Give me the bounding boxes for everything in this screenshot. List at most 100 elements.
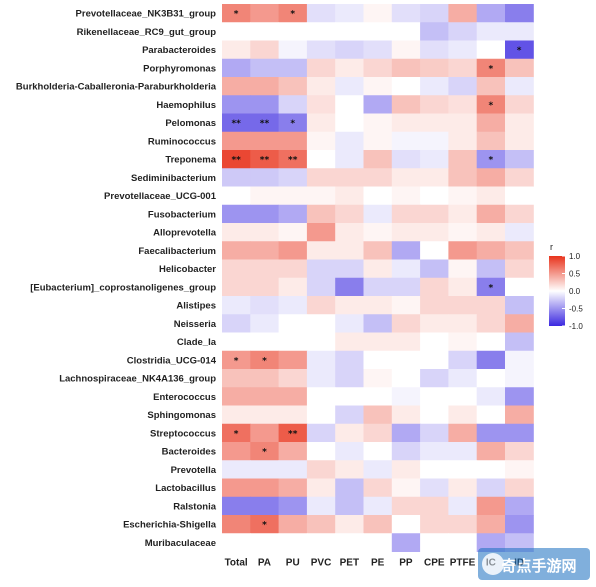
heatmap-cell — [278, 22, 308, 41]
heatmap-cell — [250, 168, 280, 187]
heatmap-cell — [505, 168, 534, 187]
heatmap-cell — [363, 460, 393, 479]
heatmap-cell — [420, 442, 449, 461]
row-labels: Prevotellaceae_NK3B31_group Rikenellaceae… — [16, 9, 217, 549]
heatmap-cell — [306, 186, 336, 206]
legend-colorbar — [549, 256, 565, 326]
heatmap-cell — [476, 223, 506, 242]
heatmap-cell — [363, 113, 393, 133]
row-label: Faecalibacterium — [138, 246, 216, 257]
heatmap-cell — [222, 241, 251, 260]
heatmap-cell — [335, 40, 364, 60]
heatmap-cell — [420, 77, 449, 96]
row-label: Escherichia-Shigella — [123, 520, 217, 531]
row-label: Alistipes — [176, 301, 216, 312]
heatmap-cell — [306, 241, 336, 260]
row-label: Streptococcus — [150, 428, 216, 439]
heatmap-cell — [448, 22, 478, 41]
heatmap-cell — [420, 259, 449, 279]
heatmap-cell — [448, 314, 478, 333]
heatmap-cell — [222, 40, 251, 60]
row-label: Prevotellaceae_UCG-001 — [104, 191, 217, 202]
row-label: Treponema — [165, 155, 216, 166]
heatmap-cell — [363, 314, 393, 333]
heatmap-cell — [476, 277, 506, 297]
heatmap-cell — [448, 332, 478, 352]
significance-mark: * — [262, 521, 267, 531]
heatmap-cell — [278, 259, 308, 279]
heatmap-cell — [363, 4, 393, 23]
heatmap-cell — [278, 314, 308, 333]
heatmap-cell — [222, 515, 251, 534]
heatmap-cell — [306, 204, 336, 224]
row-label: Fusobacterium — [148, 209, 216, 220]
heatmap-cell — [278, 150, 308, 169]
heatmap-cell — [278, 223, 308, 242]
heatmap-cell — [222, 460, 251, 479]
heatmap-cell — [335, 533, 364, 552]
heatmap-cell — [222, 496, 251, 516]
heatmap-cell — [306, 95, 336, 114]
heatmap-cell — [250, 478, 280, 498]
heatmap-cell — [448, 204, 478, 224]
row-label: Lachnospiraceae_NK4A136_group — [59, 374, 216, 385]
significance-mark: * — [262, 448, 267, 458]
heatmap-cell — [250, 423, 280, 443]
heatmap-cell — [278, 533, 308, 552]
heatmap-cell — [250, 223, 280, 242]
heatmap-cell — [391, 405, 421, 425]
heatmap-cell — [476, 478, 506, 498]
heatmap-cell — [335, 223, 364, 242]
heatmap-cell — [476, 296, 506, 315]
heatmap-cell — [250, 58, 280, 78]
heatmap-cell — [505, 277, 534, 297]
heatmap-cell — [448, 533, 478, 552]
heatmap-cell — [448, 4, 478, 23]
heatmap-cell — [363, 186, 393, 206]
heatmap-cell — [335, 277, 364, 297]
heatmap-cell — [391, 241, 421, 260]
heatmap-cell — [420, 168, 449, 187]
heatmap-cell — [448, 478, 478, 498]
heatmap-cell — [222, 387, 251, 406]
significance-mark: ** — [260, 156, 270, 166]
heatmap-cell — [448, 58, 478, 78]
significance-mark: * — [262, 356, 267, 366]
heatmap-cell — [420, 58, 449, 78]
heatmap-cell — [476, 314, 506, 333]
heatmap-cell — [476, 460, 506, 479]
heatmap-cell — [278, 58, 308, 78]
heatmap-cell — [306, 314, 336, 333]
heatmap-cell — [222, 113, 251, 133]
heatmap-cell — [363, 515, 393, 534]
heatmap-cell — [306, 423, 336, 443]
heatmap-cell — [363, 387, 393, 406]
heatmap-cell — [448, 113, 478, 133]
heatmap-cell — [250, 204, 280, 224]
heatmap-cell — [420, 223, 449, 242]
heatmap-cell — [250, 369, 280, 388]
heatmap-cell — [420, 241, 449, 260]
heatmap-cell — [335, 515, 364, 534]
heatmap-cell — [448, 150, 478, 169]
significance-marks: * ****** ** *** ** ** *** ** **** — [231, 10, 521, 531]
row-label: Prevotella — [171, 465, 217, 476]
heatmap-cell — [476, 77, 506, 96]
heatmap-cell — [335, 150, 364, 169]
heatmap-cell — [222, 259, 251, 279]
heatmap-cell — [250, 296, 280, 315]
heatmap-cell — [222, 442, 251, 461]
heatmap-cell — [306, 460, 336, 479]
heatmap-cell — [505, 460, 534, 479]
heatmap-cell — [476, 241, 506, 260]
heatmap-cell — [505, 515, 534, 534]
row-label: Burkholderia-Caballeronia-Paraburkholder… — [16, 82, 217, 93]
heatmap-cell — [420, 204, 449, 224]
heatmap-cell — [306, 113, 336, 133]
heatmap-cell — [250, 259, 280, 279]
heatmap-cell — [448, 77, 478, 96]
column-label: PET — [340, 558, 359, 569]
heatmap-cell — [420, 131, 449, 151]
heatmap-cell — [448, 515, 478, 534]
heatmap-cell — [476, 168, 506, 187]
